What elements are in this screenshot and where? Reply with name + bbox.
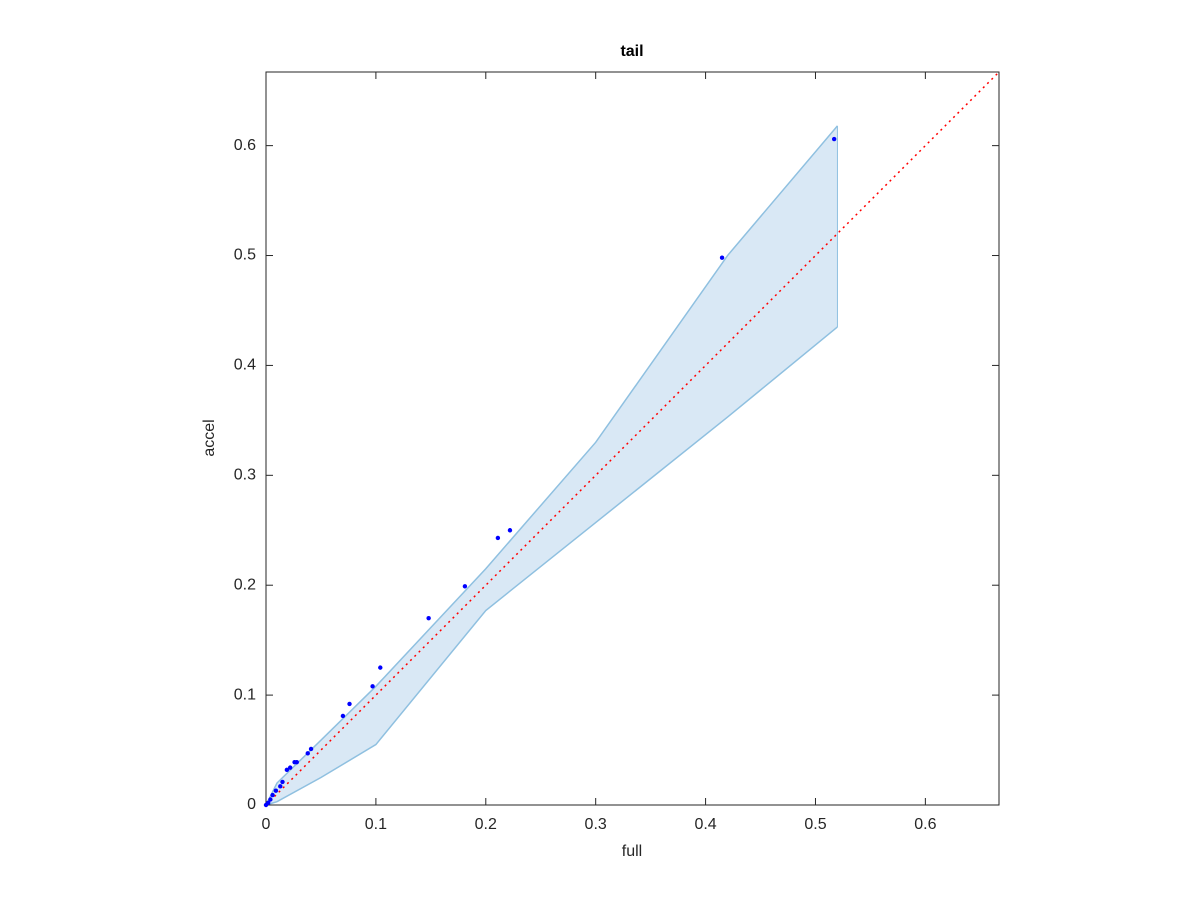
band-lower [265, 326, 838, 806]
plot-frame [265, 71, 1000, 806]
point [270, 792, 275, 798]
x-tick-label: 0.6 [914, 816, 936, 833]
point [426, 615, 431, 621]
point [284, 767, 290, 773]
x-tick-label: 0.1 [365, 816, 387, 833]
y-tick-label: 0.3 [234, 467, 256, 484]
chart-title: tail [620, 43, 643, 60]
point [347, 701, 352, 707]
point [495, 535, 501, 541]
y-tick-label: 0.2 [234, 576, 256, 593]
point [287, 765, 293, 770]
point [378, 665, 383, 670]
x-tick-label: 0.4 [694, 816, 716, 833]
x-tick-label: 0.2 [475, 816, 497, 833]
x-tick-label: 0.5 [804, 816, 826, 833]
x-axis-label: full [622, 843, 642, 860]
point [280, 779, 285, 785]
y-tick-label: 0.5 [234, 247, 256, 264]
x-tick-label: 0 [262, 816, 271, 833]
point [719, 255, 725, 260]
point [340, 713, 346, 719]
point [308, 746, 314, 752]
point [507, 528, 513, 533]
point [370, 684, 375, 689]
point [305, 751, 310, 756]
y-tick-label: 0.1 [234, 686, 256, 703]
y-axis-label: accel [201, 419, 218, 456]
point [268, 797, 273, 802]
point [292, 759, 297, 765]
y-tick-label: 0 [247, 796, 256, 813]
point [462, 584, 468, 589]
point [273, 788, 279, 793]
point [278, 784, 283, 789]
x-tick-label: 0.3 [585, 816, 607, 833]
y-tick-label: 0.6 [234, 137, 256, 154]
band-upper [265, 125, 839, 806]
point [263, 802, 269, 808]
point [831, 136, 837, 142]
y-tick-label: 0.4 [234, 357, 256, 374]
